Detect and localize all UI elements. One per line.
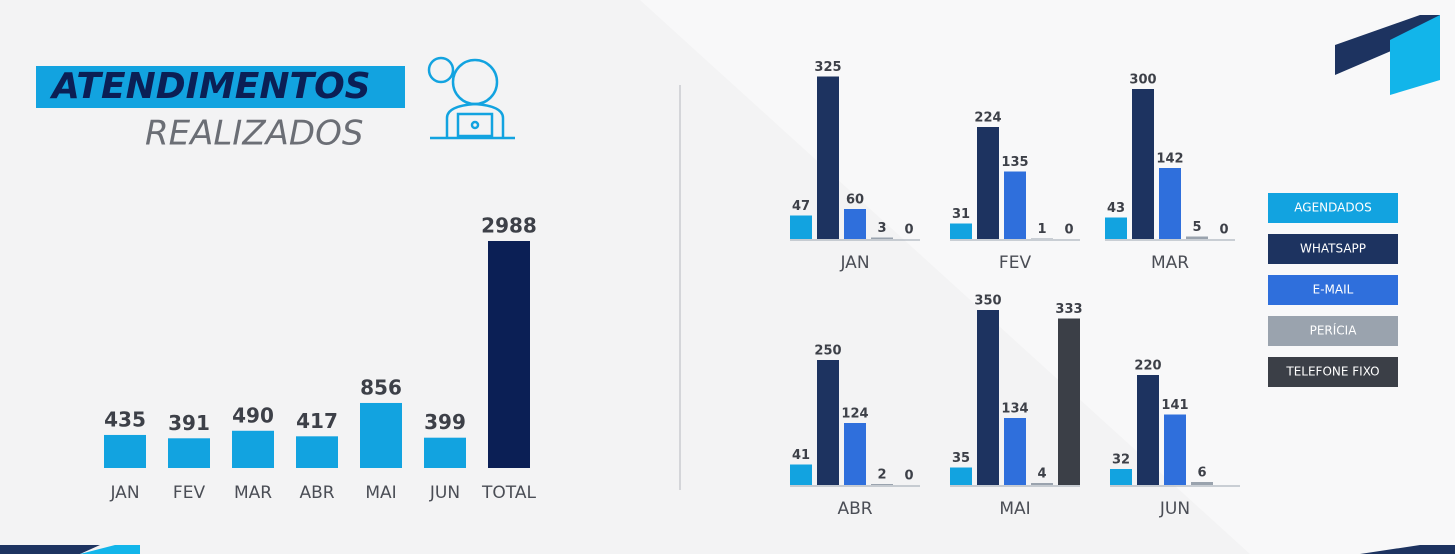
x-tick-label: MAR — [234, 483, 272, 503]
value-label: 141 — [1161, 398, 1188, 413]
x-tick-label: MAR — [1151, 253, 1189, 273]
value-label: 5 — [1192, 220, 1201, 235]
bar — [871, 238, 893, 240]
x-tick-label: TOTAL — [481, 483, 536, 503]
value-label: 350 — [974, 294, 1001, 309]
x-tick-label: JAN — [109, 483, 139, 503]
value-label: 220 — [1134, 359, 1161, 374]
value-label: 333 — [1055, 302, 1082, 317]
legend-label: E-MAIL — [1313, 283, 1354, 297]
bar — [844, 423, 866, 485]
bar — [950, 224, 972, 240]
value-label: 0 — [904, 223, 913, 238]
x-tick-label: JUN — [1159, 499, 1190, 519]
bar — [950, 468, 972, 486]
bar — [1191, 482, 1213, 485]
bar — [817, 360, 839, 485]
bar — [488, 241, 530, 468]
value-label: 135 — [1001, 155, 1028, 170]
bar — [424, 438, 466, 468]
value-label: 391 — [168, 411, 210, 435]
bar — [1004, 172, 1026, 240]
bar — [1132, 89, 1154, 239]
value-label: 0 — [1064, 223, 1073, 238]
x-tick-label: ABR — [299, 483, 334, 503]
value-label: 1 — [1037, 222, 1046, 237]
x-tick-label: ABR — [837, 499, 872, 519]
bar — [360, 403, 402, 468]
legend-label: WHATSAPP — [1300, 242, 1366, 256]
value-label: 4 — [1037, 467, 1046, 482]
value-label: 32 — [1112, 453, 1130, 468]
bar — [1159, 168, 1181, 239]
bar — [1105, 218, 1127, 240]
value-label: 41 — [792, 448, 810, 463]
bar — [168, 438, 210, 468]
bar — [1004, 418, 1026, 485]
value-label: 3 — [877, 221, 886, 236]
value-label: 124 — [841, 407, 868, 422]
value-label: 60 — [846, 193, 864, 208]
x-tick-label: MAI — [365, 483, 396, 503]
value-label: 856 — [360, 375, 402, 399]
value-label: 47 — [792, 199, 810, 214]
bar — [104, 435, 146, 468]
value-label: 6 — [1197, 466, 1206, 481]
bar — [1186, 237, 1208, 240]
infographic: ATENDIMENTOS REALIZADOS 435JAN391FEV490M… — [0, 0, 1455, 554]
value-label: 490 — [232, 403, 274, 427]
value-label: 43 — [1107, 201, 1125, 216]
value-label: 435 — [104, 407, 146, 431]
bar — [1164, 415, 1186, 486]
title: ATENDIMENTOS — [49, 66, 371, 107]
value-label: 417 — [296, 409, 338, 433]
legend-label: TELEFONE FIXO — [1285, 365, 1379, 379]
value-label: 300 — [1129, 73, 1156, 88]
value-label: 0 — [904, 469, 913, 484]
x-tick-label: JAN — [839, 253, 869, 273]
subtitle: REALIZADOS — [145, 114, 363, 154]
bar — [977, 127, 999, 239]
bar — [871, 484, 893, 485]
bar — [844, 209, 866, 239]
bar — [232, 431, 274, 468]
value-label: 134 — [1001, 402, 1028, 417]
value-label: 2 — [877, 468, 886, 483]
bar — [1110, 469, 1132, 485]
bar — [1031, 239, 1053, 240]
bar — [977, 310, 999, 485]
bar — [1137, 375, 1159, 485]
bar — [1058, 319, 1080, 486]
legend-label: AGENDADOS — [1294, 201, 1371, 215]
value-label: 224 — [974, 111, 1001, 126]
value-label: 250 — [814, 344, 841, 359]
x-tick-label: JUN — [429, 483, 460, 503]
value-label: 2988 — [481, 214, 537, 238]
value-label: 35 — [952, 451, 970, 466]
legend-label: PERÍCIA — [1310, 323, 1358, 338]
value-label: 0 — [1219, 223, 1228, 238]
x-tick-label: FEV — [999, 253, 1032, 273]
bar — [1031, 483, 1053, 485]
bar — [790, 216, 812, 240]
bar — [817, 77, 839, 240]
x-tick-label: FEV — [173, 483, 206, 503]
value-label: 142 — [1156, 152, 1183, 167]
value-label: 31 — [952, 207, 970, 222]
value-label: 399 — [424, 410, 466, 434]
value-label: 325 — [814, 60, 841, 75]
x-tick-label: MAI — [999, 499, 1030, 519]
bar — [790, 465, 812, 486]
bar — [296, 436, 338, 468]
